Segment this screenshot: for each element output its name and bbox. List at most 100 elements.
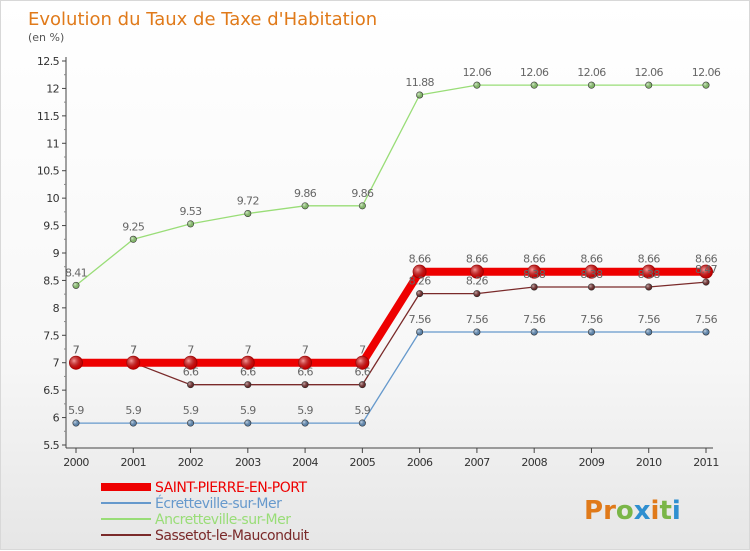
- data-label: 7.56: [695, 313, 718, 326]
- data-label: 6.6: [240, 366, 256, 379]
- data-label: 6.6: [355, 366, 371, 379]
- data-point-shade: [473, 290, 481, 297]
- data-label: 7: [130, 344, 137, 357]
- data-label: 7: [359, 344, 366, 357]
- data-label: 9.25: [122, 220, 145, 233]
- data-point-shade: [244, 381, 252, 388]
- x-tick-label: 2004: [292, 456, 318, 469]
- y-tick-label: 7: [53, 357, 60, 370]
- data-point-shade: [72, 282, 80, 289]
- y-tick-label: 8.5: [43, 274, 59, 287]
- legend-label: Ancretteville-sur-Mer: [155, 512, 291, 528]
- data-point-shade: [416, 91, 423, 99]
- y-tick-label: 12.5: [37, 55, 60, 68]
- y-tick-label: 12: [46, 82, 59, 95]
- data-point-shade: [588, 81, 595, 89]
- data-label: 12.06: [463, 66, 492, 79]
- x-tick-label: 2008: [521, 456, 547, 469]
- data-point-shade: [359, 419, 366, 427]
- data-point-shade: [416, 328, 423, 336]
- y-tick-label: 9.5: [43, 220, 59, 233]
- y-tick-label: 10: [46, 192, 59, 205]
- data-label: 8.66: [580, 253, 603, 266]
- data-point-shade: [244, 210, 252, 217]
- data-label: 9.86: [294, 187, 317, 200]
- series-2: [72, 81, 710, 289]
- x-tick-label: 2002: [178, 456, 204, 469]
- data-label: 7: [73, 344, 80, 357]
- data-label: 7: [73, 344, 80, 357]
- legend-label: Écretteville-sur-Mer: [155, 495, 282, 512]
- data-point-shade: [642, 265, 656, 279]
- chart-title: Evolution du Taux de Taxe d'Habitation: [28, 9, 377, 30]
- data-point-shade: [184, 356, 198, 370]
- data-label: 8.66: [695, 253, 718, 266]
- data-point-shade: [298, 356, 312, 370]
- data-label: 8.38: [638, 268, 661, 281]
- data-label: 7.56: [466, 313, 489, 326]
- y-tick-label: 6.5: [43, 384, 59, 397]
- data-point-shade: [187, 381, 194, 388]
- data-label: 8.66: [523, 253, 546, 266]
- logo-letter: x: [634, 496, 651, 526]
- data-label: 7: [187, 344, 194, 357]
- y-tick-label: 6: [53, 412, 60, 425]
- data-point-shade: [72, 419, 80, 427]
- data-label: 8.66: [409, 253, 432, 266]
- logo-letter: i: [672, 496, 681, 526]
- logo-letter: i: [651, 496, 660, 526]
- data-label: 7: [302, 344, 309, 357]
- data-point-shade: [645, 283, 652, 291]
- data-point-shade: [530, 81, 538, 89]
- data-label: 5.9: [125, 404, 141, 417]
- series-line: [75, 84, 707, 287]
- data-point-shade: [130, 419, 137, 427]
- data-label: 8.26: [409, 275, 432, 288]
- chart-subtitle: (en %): [28, 31, 64, 44]
- data-point-shade: [702, 81, 710, 89]
- data-point-shade: [588, 328, 595, 336]
- data-point-shade: [187, 419, 194, 427]
- x-tick-label: 2001: [120, 456, 146, 469]
- data-point-shade: [416, 290, 423, 297]
- legend: SAINT-PIERRE-EN-PORTÉcretteville-sur-Mer…: [101, 480, 310, 544]
- y-tick-label: 7.5: [43, 329, 59, 342]
- y-tick-label: 11: [46, 137, 59, 150]
- y-tick-label: 8: [53, 302, 60, 315]
- series-line: [75, 331, 707, 424]
- data-label: 7.56: [409, 313, 432, 326]
- data-label: 5.9: [68, 404, 84, 417]
- data-label: 8.38: [580, 268, 603, 281]
- data-point-shade: [69, 356, 83, 370]
- x-tick-label: 2010: [636, 456, 662, 469]
- y-tick-label: 9: [53, 247, 60, 260]
- data-label: 5.9: [355, 404, 371, 417]
- data-label: 12.06: [577, 66, 606, 79]
- data-label: 8.66: [466, 253, 489, 266]
- data-label: 11.88: [405, 76, 434, 89]
- series-line: [72, 267, 710, 367]
- data-point-shade: [473, 328, 481, 336]
- data-point-shade: [359, 202, 366, 210]
- data-label: 9.53: [179, 205, 202, 218]
- data-point-shade: [530, 283, 538, 291]
- data-point-shade: [470, 265, 484, 279]
- series-line: [75, 281, 707, 386]
- data-point-shade: [699, 265, 713, 279]
- data-labels: 8.41 9.25 9.53 9.72 9.86 9.86 11.88 12.06 12.06 1…: [65, 66, 721, 417]
- data-point-shade: [527, 265, 541, 279]
- x-tick-label: 2007: [464, 456, 490, 469]
- data-label: 5.9: [297, 404, 313, 417]
- data-point-shade: [301, 381, 309, 388]
- data-point-shade: [244, 419, 252, 427]
- logo-letter: P: [584, 496, 603, 526]
- data-point-shade: [530, 328, 538, 336]
- data-label: 7.56: [523, 313, 546, 326]
- data-label: 7.56: [580, 313, 603, 326]
- series-1: [72, 328, 710, 427]
- y-tick-label: 5.5: [43, 439, 59, 452]
- data-label: 7.56: [638, 313, 661, 326]
- data-label: 7: [245, 344, 252, 357]
- logo-letter: o: [616, 496, 634, 526]
